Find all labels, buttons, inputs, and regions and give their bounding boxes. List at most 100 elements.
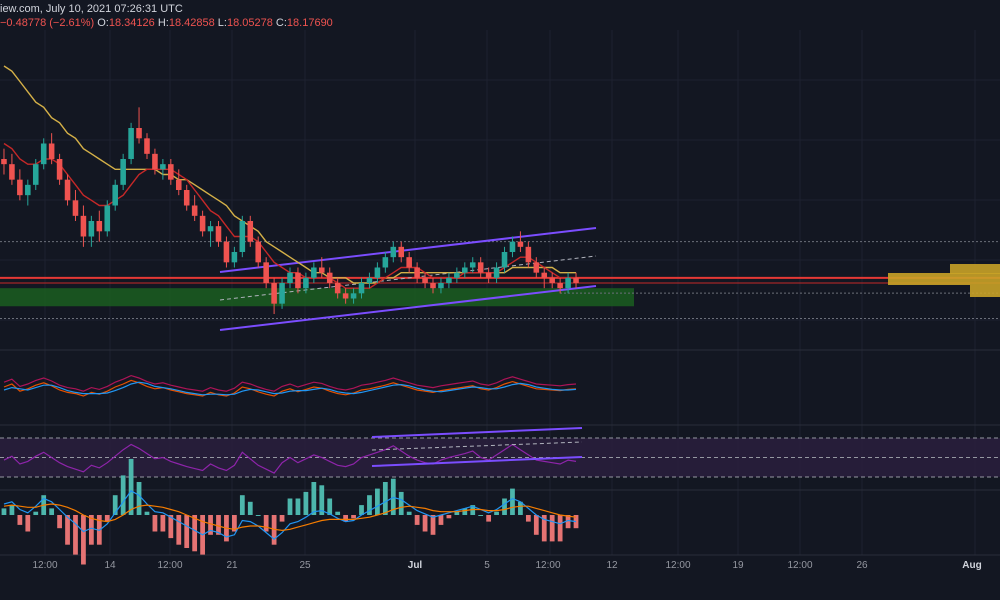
candle-body [462, 267, 468, 273]
candle-body [80, 215, 87, 237]
candle-body [104, 205, 111, 232]
macd-hist-bar [88, 515, 94, 545]
macd-hist-bar [573, 515, 579, 529]
volume-profile-3 [970, 285, 1000, 297]
candle-body [136, 128, 142, 139]
candle-body [374, 267, 381, 278]
macd-hist-bar [359, 505, 364, 515]
candle-body [517, 241, 524, 247]
macd-hist-bar [112, 495, 118, 515]
macd-hist-bar [263, 515, 269, 532]
channel-lower [219, 285, 597, 331]
x-axis: 12:00 14 12:00 21 25 Jul 5 12:00 12 12:00 19 12:00 2… [32, 560, 981, 571]
candle-body [255, 241, 261, 263]
candle-body [382, 257, 389, 268]
x-tick-label: 21 [226, 560, 238, 571]
macd-hist-bar [176, 515, 182, 545]
macd-hist-bar [168, 515, 174, 539]
candle-body [152, 153, 158, 170]
header-site-date: iew.com, July 10, 2021 07:26:31 UTC [0, 3, 183, 15]
macd-hist-bar [518, 501, 523, 515]
x-tick-label: 14 [104, 560, 116, 571]
candle-body [493, 267, 500, 278]
ema-fast-line [3, 142, 576, 289]
ema-slow-line [3, 65, 576, 284]
macd-hist-bar [462, 508, 468, 515]
header-line-1: iew.com, July 10, 2021 07:26:31 UTC [0, 3, 183, 15]
header-low-label: L: [217, 17, 227, 29]
signal-line [3, 503, 577, 532]
macd-hist-bar [319, 485, 325, 515]
candle-body [573, 277, 579, 283]
candle-body [390, 246, 397, 258]
macd-hist-bar [375, 488, 380, 515]
macd-hist-bar [454, 511, 460, 515]
candle-body [446, 277, 452, 283]
candle-body [215, 226, 222, 242]
x-tick-label: 12:00 [32, 560, 57, 571]
candle-body [48, 143, 55, 159]
candle-body [557, 283, 563, 289]
rsi-channel-upper [371, 427, 583, 438]
macd-hist-bar [406, 511, 412, 515]
candle-body [17, 179, 23, 196]
candle-body [64, 179, 71, 201]
rsi-channel-mid [371, 441, 583, 451]
macd-hist-bar [17, 515, 23, 525]
macd-hist-bar [502, 498, 507, 515]
stoch-extra-line [3, 374, 577, 392]
candle-body [311, 267, 317, 278]
macd-hist-bar [239, 495, 245, 515]
candle-body [414, 267, 420, 278]
candle-body [358, 283, 365, 294]
candle-body [168, 164, 174, 180]
x-tick-label: 12 [606, 560, 618, 571]
volume-profile-1 [888, 273, 1000, 285]
candle-body [366, 277, 373, 283]
candle-body [120, 159, 126, 185]
candle-body [112, 184, 118, 206]
macd-hist-bar [414, 515, 420, 525]
header-open-label: O: [97, 17, 109, 29]
candle-body [477, 262, 484, 273]
candle-body [549, 277, 555, 283]
candle-body [319, 267, 325, 273]
candle-body [263, 262, 269, 283]
candle-body [191, 205, 198, 216]
rsi-channel-lower [371, 456, 583, 467]
candle-body [334, 283, 341, 294]
macd-hist-bar [438, 515, 444, 525]
x-tick-label: 25 [299, 560, 311, 571]
candle-body [533, 262, 540, 273]
x-tick-label: 12:00 [787, 560, 812, 571]
macd-hist-bar [510, 488, 515, 515]
support-zone [0, 288, 634, 307]
candle-body [72, 200, 79, 216]
candles [1, 107, 579, 314]
candle-body [247, 221, 254, 242]
candle-body [160, 164, 166, 170]
x-tick-label: 12:00 [665, 560, 690, 571]
macd-hist-bar [486, 515, 492, 522]
macd-hist-bar [430, 515, 436, 535]
x-tick-label: Aug [962, 560, 981, 571]
macd-hist-bar [120, 475, 126, 515]
candle-body [175, 179, 182, 190]
candle-body [40, 143, 47, 165]
candle-body [509, 241, 516, 252]
candle-body [239, 221, 246, 252]
candle-body [1, 159, 7, 165]
candle-body [430, 283, 436, 289]
macd-hist-bar [33, 511, 39, 515]
macd-hist-bar [478, 515, 484, 516]
macd-hist-bar [65, 515, 70, 545]
candle-body [525, 246, 532, 263]
macd-hist-bar [446, 515, 452, 519]
macd-hist-bar [303, 491, 309, 515]
candle-body [565, 277, 571, 289]
macd-hist-bar [136, 482, 142, 515]
macd-hist-bar [541, 515, 547, 542]
candle-body [25, 184, 31, 196]
x-tick-label: 12:00 [535, 560, 560, 571]
